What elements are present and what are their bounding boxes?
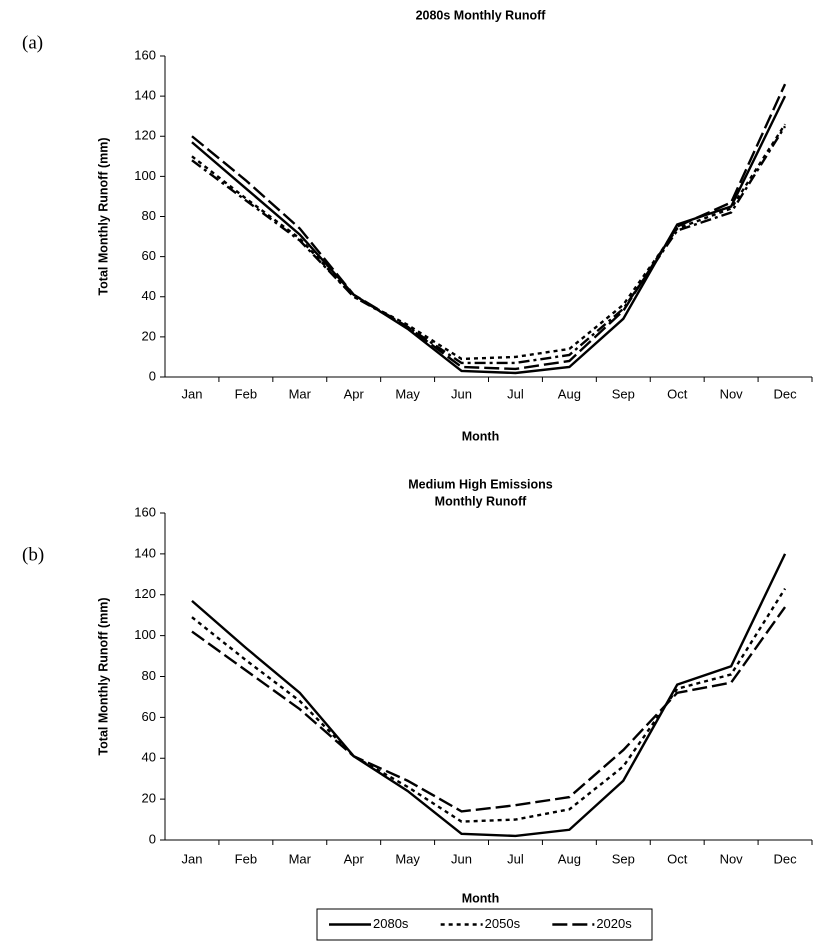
legend-label: 2020s xyxy=(596,916,632,931)
x-tick-label: May xyxy=(395,851,420,866)
x-tick-label: May xyxy=(395,386,420,401)
x-tick-label: Feb xyxy=(235,386,257,401)
x-tick-label: Sep xyxy=(612,386,635,401)
series-line xyxy=(191,606,787,813)
y-tick-label: 140 xyxy=(134,88,156,103)
x-tick-label: Jun xyxy=(451,851,472,866)
y-tick-label: 40 xyxy=(142,288,156,303)
y-tick-label: 160 xyxy=(134,47,156,62)
series-line xyxy=(191,123,787,361)
chart-title: Medium High Emissions xyxy=(408,477,553,491)
series-line xyxy=(191,83,787,371)
x-tick-label: Oct xyxy=(667,851,688,866)
legend-box xyxy=(316,908,653,941)
y-tick-label: 100 xyxy=(134,168,156,183)
x-tick-label: Jan xyxy=(181,386,202,401)
x-tick-label: Mar xyxy=(289,851,312,866)
x-tick-label: Aug xyxy=(558,386,581,401)
y-tick-label: 60 xyxy=(142,248,156,263)
x-tick-label: Jul xyxy=(507,386,524,401)
y-tick-label: 0 xyxy=(149,368,156,383)
series-line xyxy=(191,95,787,375)
x-tick-label: Oct xyxy=(667,386,688,401)
legend-label: 2080s xyxy=(373,916,409,931)
x-tick-label: Feb xyxy=(235,851,257,866)
x-tick-label: Jan xyxy=(181,851,202,866)
series-line xyxy=(191,125,787,365)
y-tick-label: 20 xyxy=(142,328,156,343)
x-tick-label: Nov xyxy=(720,386,744,401)
x-tick-label: Nov xyxy=(720,851,744,866)
panel-label: (b) xyxy=(22,544,44,565)
legend-label: 2050s xyxy=(485,916,521,931)
y-tick-label: 80 xyxy=(142,668,156,683)
y-tick-label: 0 xyxy=(149,831,156,846)
y-tick-label: 60 xyxy=(142,709,156,724)
y-tick-label: 120 xyxy=(134,128,156,143)
y-tick-label: 80 xyxy=(142,208,156,223)
y-tick-label: 160 xyxy=(134,504,156,519)
x-tick-label: Jun xyxy=(451,386,472,401)
x-tick-label: Aug xyxy=(558,851,581,866)
series-line xyxy=(191,587,787,823)
x-tick-label: Apr xyxy=(344,386,365,401)
y-axis-title: Total Monthly Runoff (mm) xyxy=(96,597,110,755)
x-tick-label: Dec xyxy=(773,386,797,401)
series-line xyxy=(191,553,787,838)
y-axis-title: Total Monthly Runoff (mm) xyxy=(96,137,110,295)
chart-title: Monthly Runoff xyxy=(435,494,527,508)
y-tick-label: 40 xyxy=(142,750,156,765)
y-tick-label: 120 xyxy=(134,586,156,601)
x-axis-title: Month xyxy=(462,429,499,443)
y-tick-label: 100 xyxy=(134,627,156,642)
y-tick-label: 20 xyxy=(142,791,156,806)
x-tick-label: Sep xyxy=(612,851,635,866)
x-tick-label: Apr xyxy=(344,851,365,866)
chart-title: 2080s Monthly Runoff xyxy=(416,8,547,22)
x-tick-label: Dec xyxy=(773,851,797,866)
y-tick-label: 140 xyxy=(134,545,156,560)
x-tick-label: Mar xyxy=(289,386,312,401)
x-axis-title: Month xyxy=(462,891,499,905)
x-tick-label: Jul xyxy=(507,851,524,866)
panel-label: (a) xyxy=(22,32,43,53)
